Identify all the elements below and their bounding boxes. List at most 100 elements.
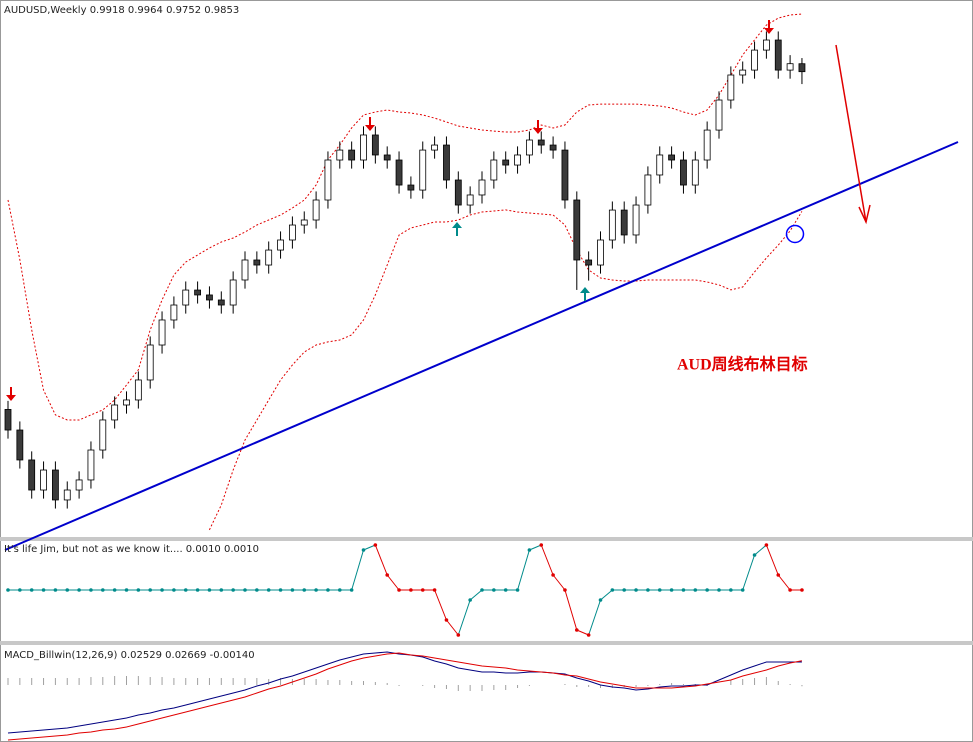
oscillator-dot: [373, 543, 378, 547]
candle-body: [253, 259, 261, 266]
oscillator-dot: [515, 588, 520, 592]
oscillator-dot: [456, 633, 461, 637]
oscillator-dot: [326, 588, 330, 592]
price-header: AUDUSD,Weekly 0.9918 0.9964 0.9752 0.985…: [4, 5, 239, 16]
candle-body: [288, 224, 296, 241]
oscillator-dot: [361, 548, 366, 552]
oscillator-segment: [564, 589, 578, 631]
candle-body: [229, 279, 237, 306]
oscillator-dot: [77, 588, 81, 592]
candle-body: [632, 204, 640, 236]
fractal-down-markers: [6, 20, 774, 401]
oscillator-segment: [765, 544, 779, 576]
oscillator-dot: [231, 588, 235, 592]
oscillator-segment: [469, 589, 483, 601]
candle-body: [40, 469, 47, 491]
candle-body: [763, 39, 770, 51]
oscillator-dot: [705, 588, 709, 592]
oscillator-segment: [363, 544, 376, 551]
oscillator-segment: [552, 574, 566, 591]
oscillator-dot: [634, 588, 638, 592]
oscillator-dot: [136, 588, 141, 592]
oscillator-dot: [6, 588, 10, 592]
candle-body: [608, 209, 616, 241]
candle-body: [727, 74, 735, 101]
oscillator-dot: [551, 573, 555, 577]
candle-body: [217, 299, 225, 306]
candle-body: [478, 179, 486, 196]
oscillator-dot: [207, 588, 212, 592]
oscillator-dot: [788, 588, 792, 592]
oscillator-dot: [255, 588, 259, 592]
close-value: 0.9853: [204, 5, 239, 16]
candle-body: [371, 134, 379, 156]
high-value: 0.9964: [128, 5, 163, 16]
oscillator-dot: [338, 588, 342, 592]
oscillator-segment: [777, 574, 791, 591]
oscillator-dot: [740, 588, 745, 592]
oscillator-dot: [89, 588, 93, 592]
candle-body: [182, 289, 190, 306]
candle-body: [431, 144, 439, 151]
candle-body: [454, 179, 462, 206]
candle-body: [52, 469, 59, 501]
oscillator-dot: [800, 588, 804, 592]
candle-body: [597, 239, 604, 266]
candle-body: [680, 159, 687, 186]
open-value: 0.9918: [90, 5, 125, 16]
candle-body: [206, 294, 213, 301]
candle-body: [585, 259, 593, 266]
trend-line: [4, 141, 959, 551]
oscillator-segment: [529, 544, 542, 551]
candle-body: [134, 379, 142, 401]
oscillator-segment: [517, 549, 530, 591]
candle-body: [656, 154, 664, 176]
oscillator-dot: [112, 588, 117, 592]
oscillator-segment: [374, 544, 388, 576]
candle-body: [336, 149, 344, 161]
oscillator-dot: [444, 618, 449, 622]
candle-body: [324, 159, 332, 201]
oscillator-dot: [409, 588, 413, 592]
oscillator-dot: [622, 588, 626, 592]
oscillator-dot: [195, 588, 200, 592]
oscillator-segment: [386, 574, 400, 591]
candle-body: [514, 154, 521, 166]
candle-body: [443, 144, 450, 181]
oscillator-dot: [160, 588, 164, 592]
candle-body: [502, 159, 510, 166]
oscillator-segment: [754, 544, 767, 556]
oscillator-dot: [266, 588, 271, 592]
oscillator-dot: [349, 588, 354, 592]
candle-body: [16, 429, 24, 461]
macd-panel: [7, 651, 803, 741]
oscillator-dot: [385, 573, 390, 577]
oscillator-dot: [314, 588, 318, 592]
oscillator-dot: [53, 588, 58, 592]
candle-body: [537, 139, 545, 146]
candle-body: [798, 63, 806, 73]
candle-body: [490, 159, 498, 181]
candle-body: [99, 419, 107, 451]
oscillator-segment: [600, 589, 613, 601]
candle-body: [158, 319, 166, 346]
oscillator-dot: [278, 588, 283, 592]
oscillator-dot: [669, 588, 674, 592]
candle-body: [620, 209, 628, 236]
oscillator-dot: [41, 588, 46, 592]
oscillator-segment: [351, 549, 364, 591]
oscillator-dot: [503, 588, 508, 592]
candle-body: [774, 39, 782, 71]
macd-header: MACD_Billwin(12,26,9) 0.02529 0.02669 -0…: [4, 650, 255, 661]
candle-body: [395, 159, 403, 186]
candle-body: [63, 489, 71, 501]
panel-separator: [0, 641, 973, 645]
oscillator-dot: [729, 588, 733, 592]
candle-body: [111, 404, 119, 421]
oscillator-dot: [598, 598, 603, 602]
candle-body: [4, 409, 12, 431]
bollinger-lower: [208, 209, 803, 531]
oscillator-dot: [693, 588, 698, 592]
oscillator-dot: [148, 588, 152, 592]
